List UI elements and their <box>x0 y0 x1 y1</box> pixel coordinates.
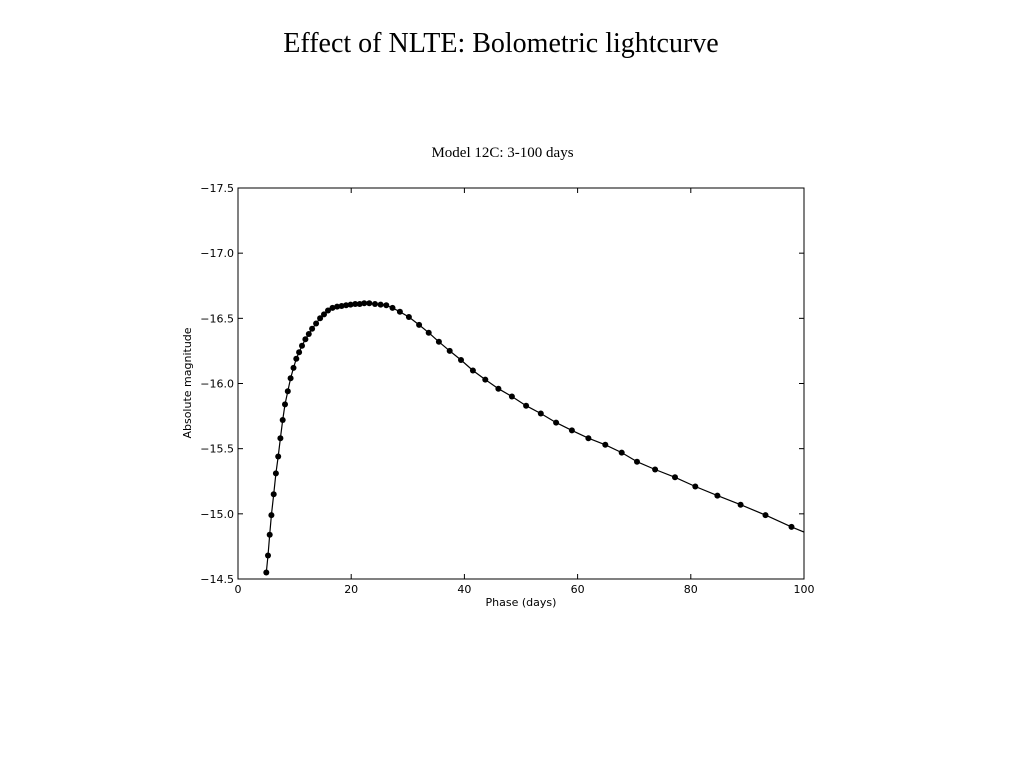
data-point <box>309 325 316 332</box>
y-tick-label: −17.0 <box>200 247 234 260</box>
data-point <box>692 483 699 490</box>
y-tick-label: −15.5 <box>200 443 234 456</box>
x-tick-label: 0 <box>235 583 242 596</box>
data-point <box>396 308 403 315</box>
data-point <box>305 331 312 337</box>
data-point <box>302 336 309 343</box>
data-point <box>265 552 271 559</box>
data-point <box>279 417 286 423</box>
data-point <box>338 303 345 309</box>
data-point <box>389 304 396 311</box>
data-point <box>508 393 515 400</box>
data-point <box>446 347 453 354</box>
data-point <box>458 357 464 363</box>
plot-area-frame <box>237 187 805 580</box>
data-point <box>469 367 476 374</box>
slide-title: Effect of NLTE: Bolometric lightcurve <box>283 28 719 59</box>
data-point <box>568 427 575 434</box>
y-tick-label: −14.5 <box>200 573 234 586</box>
data-point <box>372 301 378 307</box>
data-point <box>361 300 368 307</box>
x-axis: 0 20 40 60 80 100 <box>235 188 815 596</box>
data-point <box>272 470 279 477</box>
data-point <box>290 364 297 371</box>
series-markers <box>263 300 795 576</box>
x-tick-label: 60 <box>571 583 585 596</box>
x-axis-label: Phase (days) <box>486 596 557 609</box>
data-point <box>652 466 659 473</box>
data-point <box>425 329 432 336</box>
data-point <box>296 349 303 356</box>
data-point <box>284 388 291 395</box>
data-point <box>313 320 320 327</box>
data-point <box>299 342 305 349</box>
data-point <box>482 376 489 383</box>
data-point <box>383 302 390 309</box>
data-point <box>329 304 336 311</box>
x-tick-label: 40 <box>457 583 471 596</box>
data-point <box>602 441 609 448</box>
data-point <box>377 301 384 308</box>
data-point <box>317 315 324 322</box>
data-point <box>714 492 721 499</box>
data-point <box>405 314 412 320</box>
data-point <box>275 453 282 460</box>
y-tick-label: −17.5 <box>200 182 234 195</box>
data-point <box>553 419 560 426</box>
data-point <box>366 300 373 307</box>
series-line <box>265 302 805 573</box>
data-point <box>537 410 544 417</box>
data-point <box>277 435 284 442</box>
data-point <box>618 449 625 456</box>
data-point <box>287 375 294 382</box>
data-point <box>334 303 341 310</box>
data-point <box>495 385 502 392</box>
data-point <box>268 512 275 519</box>
data-point <box>325 307 331 314</box>
x-tick-label: 20 <box>344 583 358 596</box>
x-tick-label: 80 <box>684 583 698 596</box>
y-axis: −14.5 −15.0 −15.5 −16.0 −16.5 −17.0 −17.5 <box>200 182 804 586</box>
data-point <box>321 311 327 318</box>
data-point <box>356 301 363 307</box>
data-point <box>523 402 530 409</box>
data-point <box>270 491 277 498</box>
data-point <box>788 523 795 530</box>
y-tick-label: −16.5 <box>200 312 234 325</box>
data-point <box>343 302 350 309</box>
x-tick-label: 100 <box>794 583 815 596</box>
data-point <box>263 569 270 576</box>
y-axis-label: Absolute magnitude <box>181 327 194 438</box>
data-point <box>266 531 273 538</box>
plot-title: Model 12C: 3-100 days <box>431 145 574 161</box>
data-point <box>585 435 592 442</box>
data-point <box>352 301 359 307</box>
y-tick-label: −16.0 <box>200 378 234 391</box>
y-tick-label: −15.0 <box>200 508 234 521</box>
data-point <box>347 301 354 308</box>
data-point <box>435 338 442 345</box>
data-point <box>737 501 744 508</box>
data-point <box>672 474 678 481</box>
data-point <box>634 458 640 465</box>
data-point <box>282 401 288 408</box>
data-point <box>293 355 300 362</box>
data-point <box>416 321 423 328</box>
data-point <box>762 512 769 519</box>
